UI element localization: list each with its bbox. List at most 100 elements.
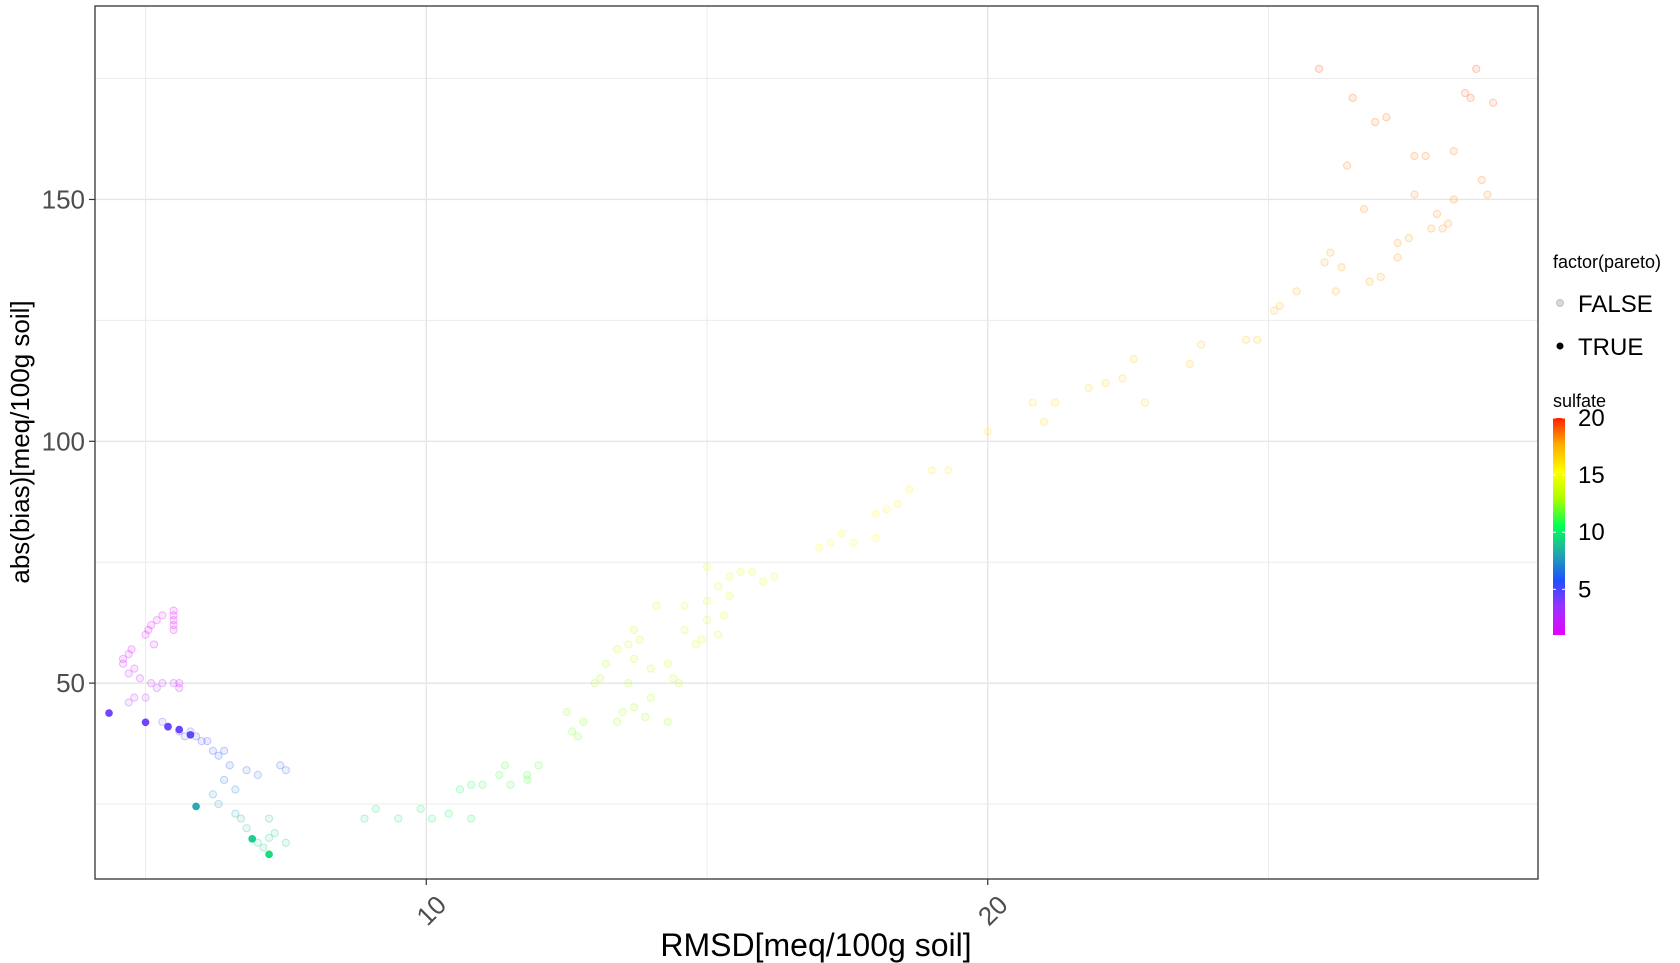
point-pareto-false	[242, 824, 251, 833]
y-tick-label: 50	[56, 668, 85, 698]
point-pareto-false	[697, 635, 706, 644]
point-pareto-false	[242, 766, 251, 775]
point-pareto-false	[646, 693, 655, 702]
point-pareto-false	[203, 737, 212, 746]
point-pareto-false	[523, 775, 532, 784]
point-pareto-false	[1039, 417, 1048, 427]
point-pareto-false	[562, 708, 571, 717]
point-pareto-false	[1376, 272, 1385, 281]
legend-false-label: FALSE	[1578, 291, 1653, 318]
point-pareto-false	[1028, 398, 1037, 407]
point-pareto-false	[467, 780, 476, 789]
point-pareto-false	[725, 572, 734, 581]
color-tick-label: 15	[1578, 462, 1605, 489]
x-axis-ticks: 10 20	[410, 879, 1014, 932]
point-pareto-false	[714, 582, 723, 591]
point-pareto-false	[1365, 277, 1374, 286]
color-tick-label: 20	[1578, 405, 1605, 432]
point-pareto-false	[152, 616, 161, 625]
point-pareto-false	[1472, 64, 1481, 73]
point-pareto-false	[927, 466, 936, 475]
point-pareto-false	[478, 780, 487, 789]
point-pareto-false	[652, 601, 661, 610]
point-pareto-false	[220, 746, 229, 755]
point-pareto-false	[208, 746, 218, 755]
point-pareto-false	[1253, 335, 1262, 344]
point-pareto-false	[719, 611, 728, 620]
point-pareto-false	[169, 620, 178, 630]
point-pareto-false	[826, 538, 835, 547]
point-pareto-false	[618, 708, 627, 717]
point-pareto-false	[613, 645, 622, 654]
point-pareto-false	[124, 698, 133, 707]
point-pareto-true	[248, 835, 257, 843]
point-pareto-false	[1348, 93, 1357, 102]
point-pareto-false	[147, 620, 156, 630]
point-pareto-false	[629, 625, 639, 635]
point-pareto-false	[629, 703, 639, 712]
legend-true-key	[1556, 342, 1564, 350]
point-pareto-false	[264, 814, 274, 823]
point-pareto-false	[1292, 287, 1301, 296]
point-pareto-false	[1270, 306, 1279, 315]
legend: factor(pareto) FALSE TRUE sulfate 5 10 15 2…	[1553, 252, 1661, 635]
point-pareto-false	[1410, 151, 1419, 161]
point-pareto-false	[130, 693, 139, 702]
point-pareto-false	[1197, 340, 1206, 349]
point-pareto-false	[152, 683, 161, 693]
legend-color-title: sulfate	[1553, 391, 1606, 411]
point-pareto-true	[175, 725, 184, 734]
point-pareto-false	[646, 664, 655, 673]
point-pareto-false	[1331, 287, 1340, 296]
point-pareto-false	[1410, 190, 1419, 199]
point-pareto-false	[144, 625, 153, 635]
point-pareto-false	[264, 833, 274, 842]
point-pareto-false	[1488, 98, 1498, 107]
point-pareto-false	[214, 799, 223, 809]
point-pareto-false	[641, 712, 650, 722]
point-pareto-false	[1393, 253, 1402, 262]
point-pareto-false	[208, 790, 218, 799]
point-pareto-false	[770, 572, 779, 581]
color-tick-label: 5	[1578, 576, 1591, 603]
point-pareto-false	[882, 504, 891, 514]
point-pareto-false	[725, 591, 734, 601]
point-pareto-false	[702, 596, 712, 605]
point-pareto-false	[118, 654, 128, 664]
point-pareto-false	[669, 674, 678, 683]
point-pareto-false	[169, 679, 178, 688]
point-pareto-false	[158, 679, 167, 688]
point-pareto-false	[225, 761, 234, 770]
point-pareto-true	[164, 722, 172, 731]
point-pareto-false	[175, 679, 184, 688]
point-pareto-false	[124, 649, 133, 659]
point-pareto-false	[158, 717, 167, 726]
x-tick-label: 20	[972, 890, 1014, 932]
point-pareto-false	[236, 814, 246, 823]
point-pareto-false	[158, 611, 167, 620]
point-pareto-false	[506, 780, 515, 789]
point-pareto-false	[523, 770, 532, 780]
point-pareto-false	[624, 640, 633, 649]
point-pareto-false	[1404, 234, 1413, 243]
point-pareto-false	[635, 635, 644, 644]
point-pareto-false	[141, 630, 150, 639]
point-pareto-false	[848, 538, 858, 547]
point-pareto-false	[983, 427, 992, 436]
color-tick-label: 10	[1578, 519, 1605, 546]
point-pareto-false	[118, 659, 128, 668]
y-tick-label: 150	[42, 184, 85, 214]
point-pareto-false	[253, 770, 262, 780]
x-tick-label: 10	[410, 890, 452, 932]
point-pareto-false	[702, 562, 712, 572]
point-pareto-false	[1185, 359, 1194, 369]
point-pareto-false	[1359, 205, 1369, 214]
point-pareto-false	[1371, 117, 1380, 127]
point-pareto-false	[444, 809, 453, 818]
plot-border	[94, 5, 1539, 880]
point-pareto-false	[175, 683, 184, 693]
point-pareto-true	[105, 709, 113, 717]
point-pareto-false	[455, 785, 465, 794]
point-pareto-false	[1382, 113, 1391, 122]
